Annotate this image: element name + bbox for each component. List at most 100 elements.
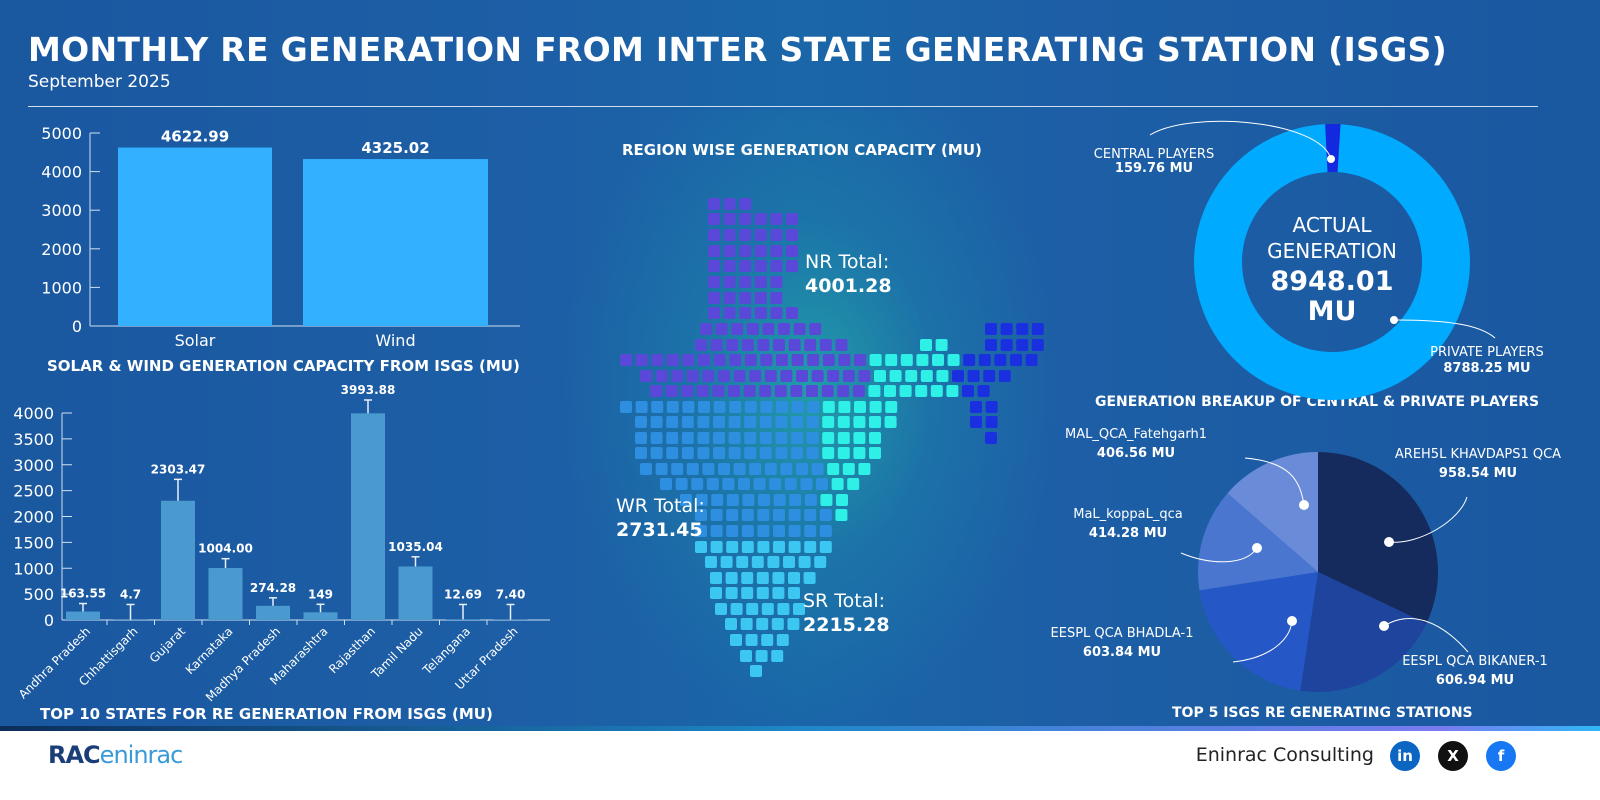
map-dot xyxy=(775,432,788,444)
map-dot xyxy=(713,401,726,413)
map-dot xyxy=(725,618,737,630)
map-dot xyxy=(757,541,770,553)
map-dot xyxy=(773,339,785,351)
map-dot xyxy=(827,463,840,475)
callout-line xyxy=(1383,618,1469,653)
map-dot xyxy=(635,354,648,366)
map-dot xyxy=(853,447,866,459)
map-dot xyxy=(869,432,881,444)
pie-slice xyxy=(1199,572,1318,691)
map-dot xyxy=(842,370,855,382)
slice-value: 958.54 MU xyxy=(1439,466,1517,481)
map-dot xyxy=(775,416,788,428)
center-label: ACTUAL xyxy=(1293,213,1373,237)
map-dot xyxy=(651,354,664,366)
map-dot xyxy=(847,478,860,490)
map-dot xyxy=(726,494,739,506)
map-dot xyxy=(760,354,773,366)
map-dot xyxy=(739,245,752,257)
map-dot xyxy=(789,494,802,506)
map-dot xyxy=(837,432,850,444)
y-tick-label: 2500 xyxy=(13,482,54,501)
map-dot xyxy=(741,525,754,537)
map-dot xyxy=(695,494,708,506)
map-dot xyxy=(755,650,768,662)
map-dot xyxy=(1016,323,1029,335)
pie-title: TOP 5 ISGS RE GENERATING STATIONS xyxy=(1172,705,1473,721)
facebook-icon[interactable]: f xyxy=(1486,741,1516,771)
map-dot xyxy=(723,229,736,241)
map-dot xyxy=(773,525,785,537)
map-dot xyxy=(759,432,772,444)
pie-slice xyxy=(1300,572,1427,692)
map-dot xyxy=(700,323,712,335)
map-dot xyxy=(776,354,788,366)
map-dot xyxy=(807,401,820,413)
map-dot xyxy=(837,385,850,397)
map-dot xyxy=(994,354,1007,366)
y-tick-label: 0 xyxy=(72,317,82,336)
map-dot xyxy=(806,385,818,397)
map-dot xyxy=(930,385,943,397)
map-dot xyxy=(650,416,663,428)
map-dot xyxy=(978,354,991,366)
map-dot xyxy=(698,354,710,366)
slice-value: 606.94 MU xyxy=(1436,673,1514,688)
slice-name: AREH5L KHAVDAPS1 QCA xyxy=(1395,447,1561,462)
linkedin-icon[interactable]: in xyxy=(1390,741,1420,771)
map-dot xyxy=(666,354,679,366)
map-dot xyxy=(761,634,774,646)
map-dot xyxy=(776,634,789,646)
map-dot xyxy=(868,385,881,397)
map-dot xyxy=(640,370,652,382)
center-unit: MU xyxy=(1308,296,1357,327)
map-dot xyxy=(837,447,850,459)
map-dot xyxy=(666,432,679,444)
slice-value: 159.76 MU xyxy=(1115,161,1193,176)
map-dot xyxy=(889,370,902,382)
map-dot xyxy=(854,401,866,413)
map-dot xyxy=(739,260,752,272)
map-dot xyxy=(722,478,735,490)
map-dot xyxy=(739,198,752,210)
slice-value: 406.56 MU xyxy=(1097,446,1175,461)
map-dot xyxy=(775,447,788,459)
y-tick-label: 2000 xyxy=(13,508,54,527)
y-tick-label: 3000 xyxy=(13,456,54,475)
map-dot xyxy=(798,556,811,568)
center-value: 8948.01 xyxy=(1271,266,1394,297)
map-dot xyxy=(756,618,769,630)
map-dot xyxy=(681,385,694,397)
map-dot xyxy=(822,432,835,444)
map-dot xyxy=(753,478,766,490)
map-dot xyxy=(757,339,770,351)
map-dot xyxy=(884,416,897,428)
map-dot xyxy=(728,416,741,428)
map-dot xyxy=(835,339,848,351)
slice-value: 414.28 MU xyxy=(1089,526,1167,541)
y-tick-label: 1500 xyxy=(13,533,54,552)
map-dot xyxy=(743,385,756,397)
map-dot xyxy=(885,401,898,413)
map-dot xyxy=(695,339,707,351)
map-dot xyxy=(786,245,798,257)
map-dot xyxy=(869,416,881,428)
map-dot xyxy=(783,556,795,568)
region-value: 2731.45 xyxy=(616,519,703,541)
map-dot xyxy=(837,416,850,428)
map-dot xyxy=(710,525,723,537)
bar xyxy=(398,566,433,620)
map-dot xyxy=(970,416,982,428)
map-dot xyxy=(712,385,725,397)
y-tick-label: 1000 xyxy=(41,278,82,297)
map-dot xyxy=(1025,354,1038,366)
bar-solar xyxy=(118,147,272,326)
map-dot xyxy=(977,385,990,397)
map-dot xyxy=(947,354,960,366)
map-dot xyxy=(770,245,783,257)
x-icon[interactable]: X xyxy=(1438,741,1468,771)
map-dot xyxy=(827,370,840,382)
map-dot xyxy=(650,447,663,459)
map-dot xyxy=(746,603,759,615)
bar xyxy=(303,612,338,620)
